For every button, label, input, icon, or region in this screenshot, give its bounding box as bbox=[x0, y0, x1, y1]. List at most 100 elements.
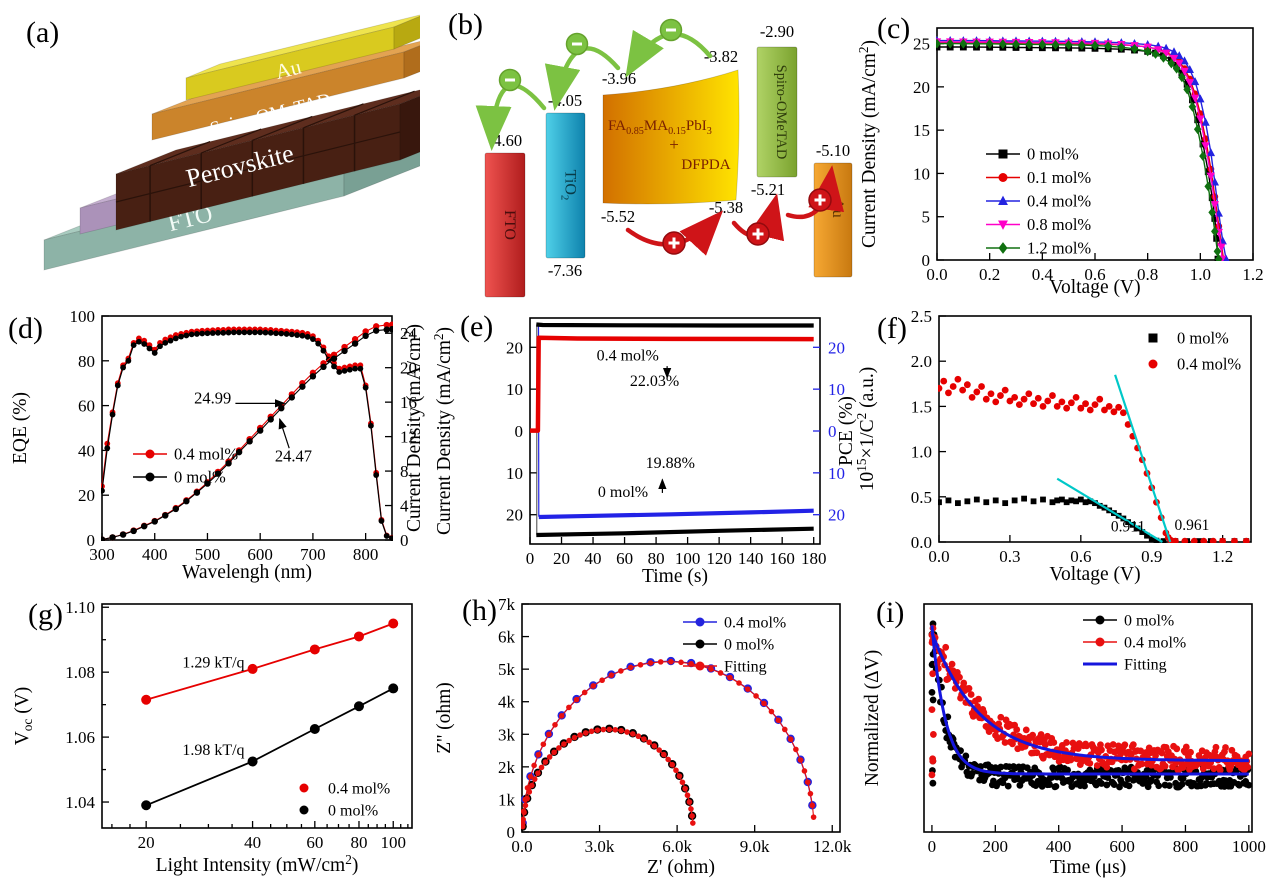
x-axis-label: Light Intensity (mW/cm2) bbox=[156, 852, 359, 876]
panel-letter-b: (b) bbox=[448, 8, 483, 41]
x-tick-label: 700 bbox=[300, 545, 326, 564]
x-tick-label: 0.0 bbox=[926, 265, 947, 284]
y2-tick-label: 0 bbox=[400, 531, 409, 550]
stability-chart-canvas: 0 20 40 60 80 100 120 140 160 1802010010202010010… bbox=[431, 317, 857, 587]
x-tick-label: 300 bbox=[89, 545, 115, 564]
x-tick-label: 0 bbox=[928, 837, 937, 856]
series-0 mol% bbox=[938, 495, 1250, 543]
x-axis-label: Time (μs) bbox=[1050, 857, 1126, 878]
x-tick-label: 12.0k bbox=[813, 837, 852, 856]
legend-label: 0.4 mol% bbox=[1027, 192, 1091, 211]
x-tick-label: 600 bbox=[1109, 837, 1135, 856]
annotation: 0.4 mol% bbox=[597, 348, 659, 365]
x-tick-label: 1.2 bbox=[1242, 265, 1263, 284]
series-Fitting bbox=[521, 658, 817, 826]
plot-frame bbox=[521, 603, 841, 833]
legend-item: 0 mol% bbox=[1148, 329, 1229, 348]
y-tick-label: 100 bbox=[70, 307, 96, 326]
x-tick-label: 40 bbox=[244, 833, 261, 852]
voc-chart-canvas: 20 40 60 80 100 1.04 1.06 1.08 1.10 Light Intensi… bbox=[12, 598, 413, 876]
x-tick-label: 0.0 bbox=[928, 547, 949, 566]
energy-diagram-canvas: FTOTiO2Spiro-OMeTADAuFA0.85MA0.15PbI3+DF… bbox=[475, 18, 853, 298]
x-tick-label: 60 bbox=[306, 833, 323, 852]
legend-item: 0 mol% bbox=[133, 468, 226, 487]
annotation: 0.911 bbox=[1111, 519, 1145, 536]
legend-label: Fitting bbox=[1124, 657, 1167, 674]
energy-value: -3.82 bbox=[704, 47, 738, 66]
x-tick-label: 60 bbox=[616, 549, 633, 568]
annotation: 19.88% bbox=[646, 455, 695, 472]
y-tick-label: 20 bbox=[78, 486, 95, 505]
y-tick-label: 10 bbox=[506, 464, 523, 483]
energy-value: -5.38 bbox=[709, 198, 743, 217]
annotation: 0 mol% bbox=[598, 484, 648, 501]
y-tick-label: 1k bbox=[498, 790, 516, 809]
y-tick-label: 0 bbox=[507, 823, 516, 842]
plot-frame bbox=[938, 315, 1252, 543]
series-fit 0 mol% bbox=[1056, 477, 1163, 543]
y-tick-label: 20 bbox=[506, 338, 523, 357]
y-axis-label: EQE (%) bbox=[10, 392, 31, 464]
panel-g-voc-light-intensity: 20 40 60 80 100 1.04 1.06 1.08 1.10 Light Intensi… bbox=[2, 592, 429, 885]
y-tick-label: 80 bbox=[78, 352, 95, 371]
y2-tick-label: 10 bbox=[828, 380, 845, 399]
y-tick-label: 2.0 bbox=[911, 352, 932, 371]
y2-tick-label: 16 bbox=[400, 393, 417, 412]
x-tick-label: 1.2 bbox=[1212, 547, 1233, 566]
y2-tick-label: 4 bbox=[400, 497, 409, 516]
y2-tick-label: 0 bbox=[828, 422, 837, 441]
y2-tick-label: 20 bbox=[400, 359, 417, 378]
x-axis-label: Z' (ohm) bbox=[647, 857, 715, 878]
legend-item: 0 mol% bbox=[986, 145, 1079, 164]
legend-label: 0 mol% bbox=[1027, 145, 1079, 164]
panel-i-tpv-decay: 0 200 400 600 800 1000 Time (μs) Normalized (ΔV… bbox=[860, 592, 1268, 885]
panel-b-energy-diagram: FTO TiO2 Spiro-OMeTAD Au FA0.85MA0.15PbI3 + DF… bbox=[422, 0, 856, 306]
x-tick-label: 800 bbox=[353, 545, 379, 564]
legend-label: 0 mol% bbox=[1124, 613, 1174, 630]
x-tick-label: 0 bbox=[526, 549, 535, 568]
x-tick-label: 120 bbox=[706, 549, 732, 568]
legend-label: 0 mol% bbox=[328, 803, 378, 820]
panel-letter-h: (h) bbox=[462, 594, 497, 627]
electron-icon bbox=[659, 18, 683, 42]
x-tick-label: 0.8 bbox=[1137, 265, 1158, 284]
x-tick-label: 1000 bbox=[1232, 837, 1266, 856]
series-Fitting slow bbox=[930, 631, 1249, 763]
series-PCE 19.88% bbox=[538, 508, 814, 520]
y-tick-label: 20 bbox=[913, 78, 930, 97]
y2-tick-label: 24 bbox=[400, 324, 418, 343]
hole-icon bbox=[808, 188, 832, 212]
x-tick-label: 1.0 bbox=[1190, 265, 1211, 284]
y2-tick-label: 20 bbox=[828, 338, 845, 357]
panel-d-eqe: 300 400 500 600 700 800 0 20 40 60 80 100 0 4 8 12 16 20 2… bbox=[2, 306, 429, 592]
y2-tick-label: 10 bbox=[828, 464, 845, 483]
x-axis-label: Wavelengh (nm) bbox=[182, 562, 312, 583]
y-tick-label: 1.10 bbox=[65, 598, 95, 617]
x-tick-label: 180 bbox=[801, 549, 827, 568]
y-tick-label: 25 bbox=[913, 35, 930, 54]
legend-label: 0.4 mol% bbox=[724, 615, 786, 632]
legend-item: 0.8 mol% bbox=[986, 215, 1091, 234]
y-axis-label: Z'' (ohm) bbox=[434, 682, 455, 753]
x-tick-label: 0.6 bbox=[1070, 547, 1091, 566]
y2-tick-label: 20 bbox=[828, 506, 845, 525]
series-0 mol% bbox=[141, 683, 399, 811]
energy-value: -4.05 bbox=[548, 91, 582, 110]
y2-axis-label: PCE (%) bbox=[836, 396, 857, 466]
electron-icon bbox=[498, 68, 522, 92]
x-tick-label: 20 bbox=[553, 549, 570, 568]
y-tick-label: 60 bbox=[78, 397, 95, 416]
series-fit 0.4 mol% bbox=[1114, 374, 1172, 543]
x-tick-label: 6.0k bbox=[662, 837, 692, 856]
absorber-plus: + bbox=[669, 135, 679, 154]
y-tick-label: 40 bbox=[78, 441, 95, 460]
y-tick-label: 3k bbox=[498, 725, 516, 744]
energy-value: -5.21 bbox=[751, 180, 785, 199]
y-axis-label: Current Density (mA/cm2) bbox=[856, 40, 880, 248]
perovskite-band bbox=[602, 69, 740, 205]
panel-letter-d: (d) bbox=[8, 312, 43, 345]
legend-label: 1.2 mol% bbox=[1027, 239, 1091, 258]
x-tick-label: 40 bbox=[585, 549, 602, 568]
